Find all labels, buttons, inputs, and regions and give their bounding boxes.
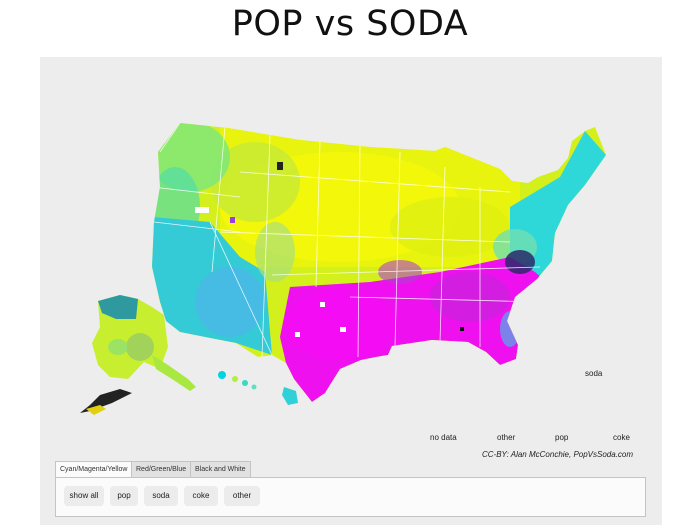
other-button[interactable]: other	[224, 486, 260, 506]
pop-button[interactable]: pop	[110, 486, 138, 506]
contiguous-us[interactable]	[150, 117, 606, 402]
legend-other-label: other	[497, 433, 516, 442]
credit-text: CC-BY: Alan McConchie, PopVsSoda.com	[482, 450, 634, 459]
legend-pop-label: pop	[555, 433, 569, 442]
soda-button[interactable]: soda	[144, 486, 178, 506]
tab-black-and-white[interactable]: Black and White	[190, 461, 251, 477]
show-all-button[interactable]: show all	[64, 486, 104, 506]
alaska[interactable]	[80, 295, 196, 415]
map-panel: no data other soda pop coke CC-BY: Alan …	[40, 57, 662, 525]
coke-button[interactable]: coke	[184, 486, 218, 506]
tab-red-green-blue[interactable]: Red/Green/Blue	[131, 461, 192, 477]
legend-coke-label: coke	[613, 433, 630, 442]
tab-cyan-magenta-yellow[interactable]: Cyan/Magenta/Yellow	[55, 461, 133, 478]
page-title: POP vs SODA	[231, 4, 469, 44]
hawaii[interactable]	[218, 371, 298, 405]
us-map[interactable]	[40, 57, 662, 457]
filter-button-bar: show all pop soda coke other	[55, 477, 646, 517]
legend-no-data-label: no data	[430, 433, 457, 442]
legend-soda-label: soda	[585, 369, 603, 378]
